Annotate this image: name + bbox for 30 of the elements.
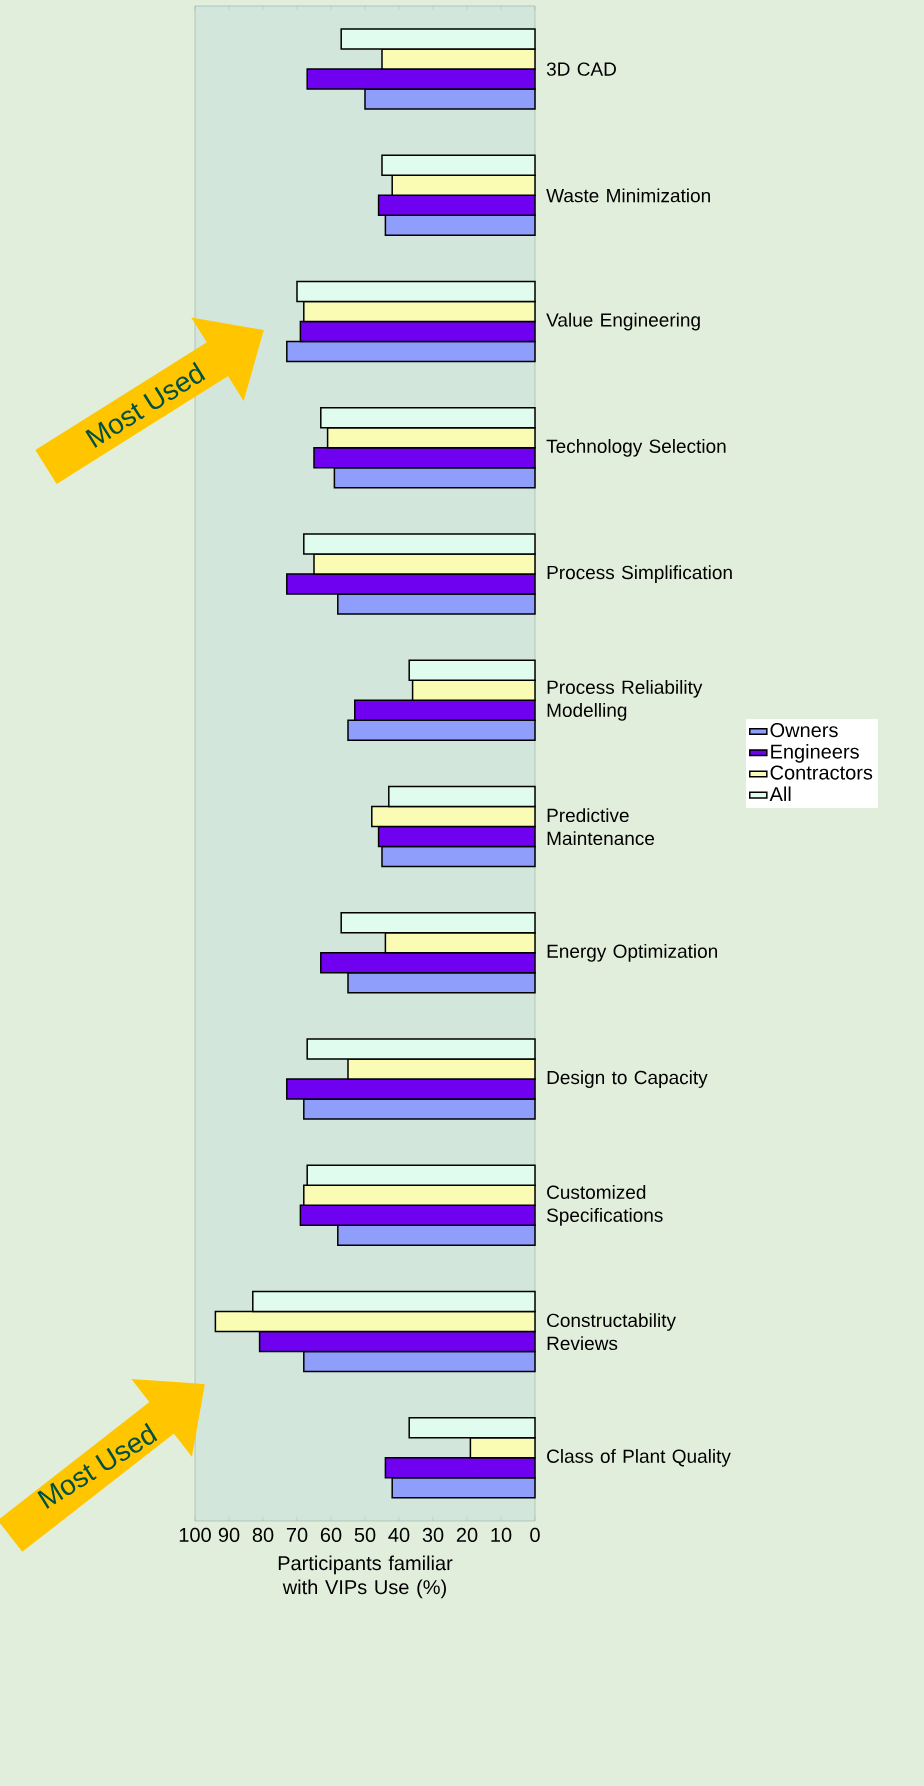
x-tick-label: 100 (179, 1527, 211, 1543)
x-tick-label: 20 (456, 1527, 478, 1543)
y-tick-label: Energy Optimization (547, 944, 717, 962)
y-tick-label: Design to Capacity (547, 1070, 708, 1088)
x-tick-label: 40 (388, 1527, 410, 1543)
legend-label: Engineers (771, 744, 859, 763)
x-tick-label: 80 (252, 1527, 274, 1543)
y-tick-label: Constructability Reviews (547, 1313, 676, 1351)
y-tick-label: 3D CAD (546, 62, 616, 76)
legend-label: Contractors (770, 765, 873, 780)
x-tick-label: 50 (354, 1527, 376, 1543)
x-tick-label: 0 (530, 1527, 540, 1543)
x-tick-label: 70 (286, 1527, 308, 1543)
y-tick-label: Waste Minimization (546, 188, 710, 203)
text: Most Used (37, 1422, 158, 1509)
y-tick-label: Class of Plant Quality (547, 1449, 731, 1467)
y-tick-label: Technology Selection (546, 439, 726, 457)
y-tick-label: Value Engineering (546, 312, 700, 331)
legend-label: Owners (770, 723, 838, 738)
x-axis-title: Participants familiar with VIPs Use (%) (278, 1555, 453, 1599)
annotation: Most Used (85, 361, 206, 448)
y-tick-label: Process Simplification (547, 565, 732, 583)
x-tick-label: 30 (422, 1527, 444, 1543)
legend-label: All (769, 786, 791, 801)
y-tick-label: Process Reliability Modelling (547, 680, 703, 721)
x-tick-label: 90 (218, 1527, 240, 1543)
y-tick-label: Predictive Maintenance (547, 808, 655, 846)
x-tick-label: 10 (491, 1527, 512, 1543)
y-tick-label: Customized Specifications (547, 1185, 663, 1226)
x-tick-label: 60 (320, 1527, 342, 1543)
